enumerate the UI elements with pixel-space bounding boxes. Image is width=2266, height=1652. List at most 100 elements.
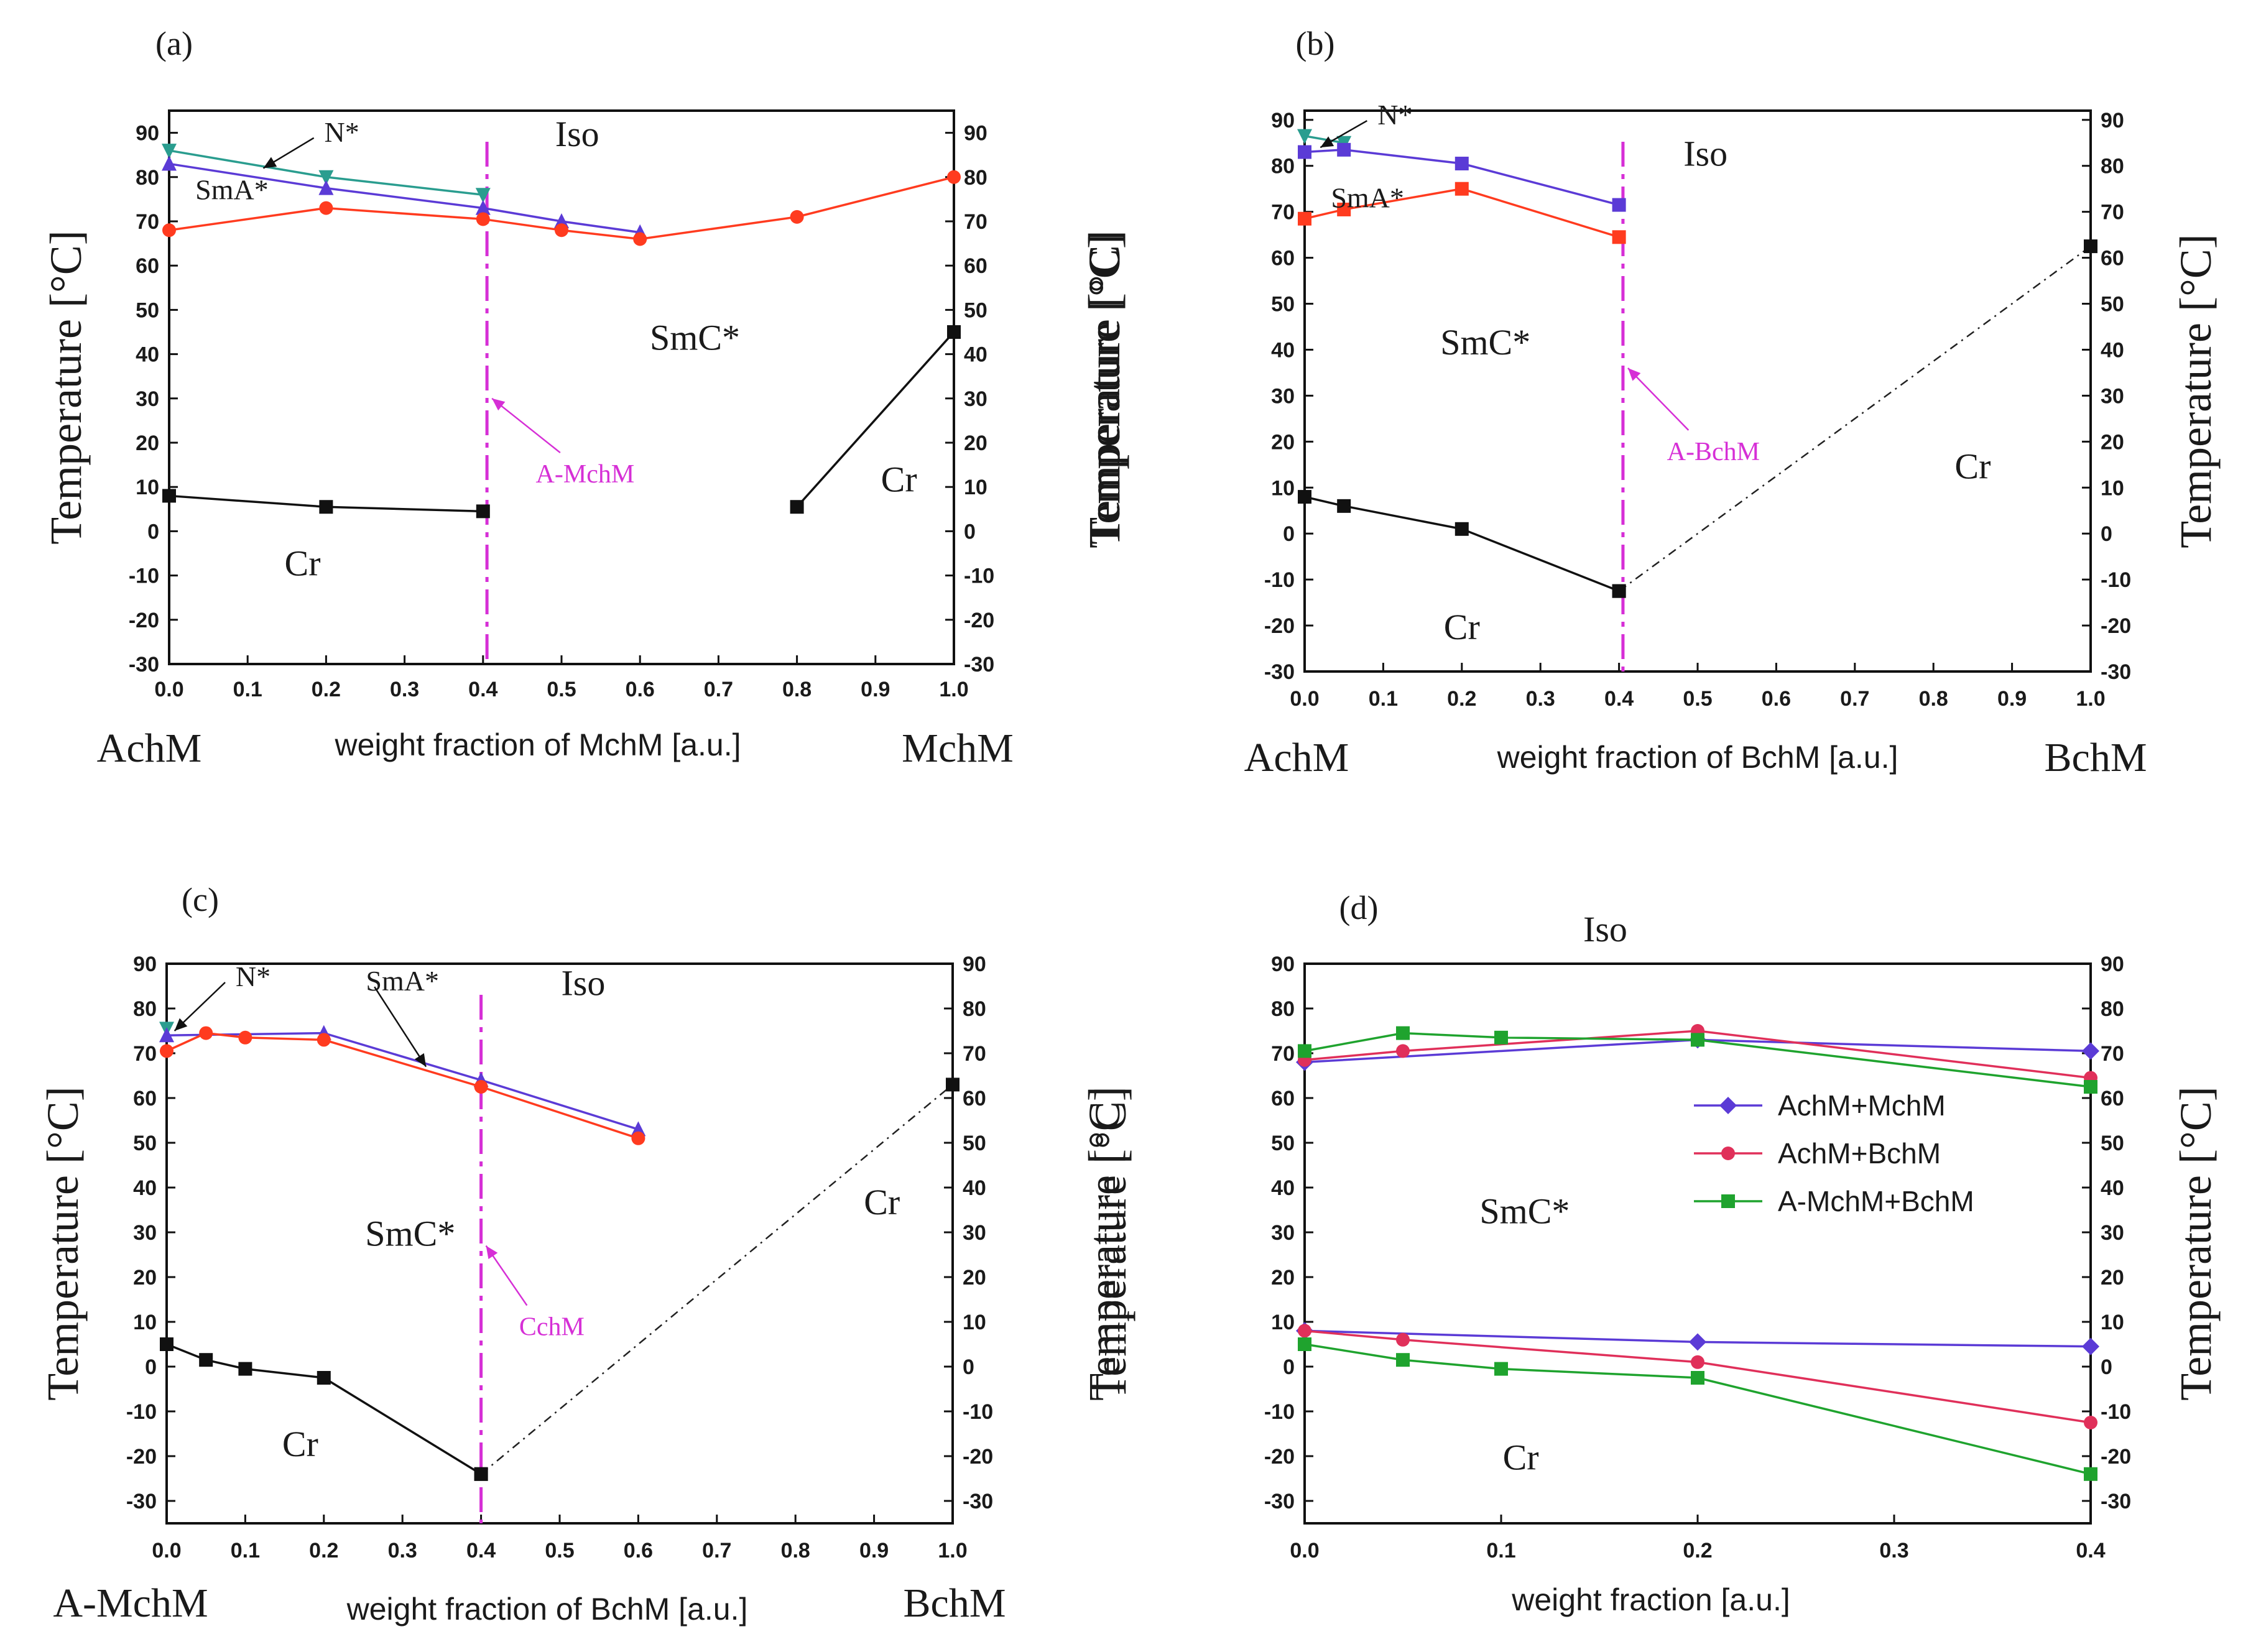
phase-label: SmA* bbox=[366, 965, 439, 997]
y-tick-label-left: 70 bbox=[136, 210, 159, 234]
data-point bbox=[946, 1077, 960, 1092]
y-tick-label-left: 20 bbox=[136, 431, 159, 455]
y-tick-label-right: 10 bbox=[2101, 1311, 2124, 1334]
y-tick-label-right: 0 bbox=[2101, 1355, 2112, 1379]
x-tick-label: 0.1 bbox=[231, 1539, 260, 1562]
data-point bbox=[1298, 211, 1311, 226]
phase-label: SmA* bbox=[195, 173, 269, 205]
phase-label: Iso bbox=[561, 962, 605, 1003]
data-point bbox=[199, 1026, 213, 1040]
phase-label-arrow-head bbox=[263, 157, 277, 168]
y-tick-label-left: 50 bbox=[133, 1132, 157, 1155]
y-tick-label-right: 70 bbox=[2101, 201, 2124, 224]
y-tick-label-left: 60 bbox=[1271, 1087, 1295, 1110]
y-tick-label-right: 50 bbox=[2101, 293, 2124, 316]
y-tick-label-right: -10 bbox=[2101, 1400, 2131, 1424]
data-point bbox=[1298, 490, 1311, 504]
series-smc-sma- bbox=[162, 170, 961, 246]
y-tick-label-right: 40 bbox=[2101, 338, 2124, 362]
y-tick-label-left: 40 bbox=[1271, 338, 1295, 362]
y-tick-label-right: -10 bbox=[2101, 568, 2131, 592]
y-tick-label-right: 60 bbox=[2101, 247, 2124, 270]
phase-label: SmC* bbox=[650, 317, 740, 358]
y-tick-label-left: -20 bbox=[1264, 614, 1295, 638]
y-tick-label-left: 0 bbox=[147, 520, 159, 543]
panel-label: (c) bbox=[182, 881, 219, 918]
data-point bbox=[238, 1362, 252, 1376]
data-point bbox=[1454, 182, 1469, 196]
y-tick-label-right: -30 bbox=[964, 653, 994, 676]
x-tick-label: 0.4 bbox=[468, 678, 497, 701]
data-point bbox=[199, 1353, 213, 1367]
y-tick-label-right: -20 bbox=[2101, 614, 2131, 638]
data-point bbox=[317, 1371, 331, 1385]
data-point bbox=[555, 223, 568, 238]
data-point bbox=[1691, 1033, 1704, 1047]
series-line bbox=[1304, 187, 1620, 238]
y-tick-label-right: 40 bbox=[2101, 1176, 2124, 1200]
composition-marker-arrow-head bbox=[492, 398, 506, 411]
series-cr-extrapolated- bbox=[1612, 239, 2097, 598]
y-tick-label-right: 90 bbox=[2101, 109, 2124, 132]
y-tick-label-right: 80 bbox=[2101, 155, 2124, 178]
data-point bbox=[476, 504, 490, 519]
y-tick-label-left: -30 bbox=[1264, 1490, 1295, 1513]
series-line bbox=[1304, 496, 1620, 593]
x-tick-label: 0.5 bbox=[545, 1539, 574, 1562]
phase-label-arrow-shaft bbox=[374, 986, 427, 1068]
data-point bbox=[1396, 1332, 1410, 1347]
series-cr-smc-left- bbox=[162, 489, 490, 519]
y-tick-label-right: 50 bbox=[2101, 1132, 2124, 1155]
legend-entry: AchM+BchM bbox=[1778, 1137, 1941, 1170]
phase-label: Cr bbox=[1503, 1437, 1539, 1478]
data-point bbox=[318, 170, 334, 185]
data-point bbox=[1396, 1353, 1410, 1367]
phase-label: Cr bbox=[864, 1182, 900, 1222]
y-tick-label-right: 20 bbox=[963, 1266, 986, 1290]
data-point bbox=[319, 500, 333, 514]
composition-marker-arrow-head bbox=[486, 1245, 498, 1260]
legend-marker bbox=[1719, 1097, 1737, 1114]
y-tick-label-right: 30 bbox=[2101, 1221, 2124, 1245]
y-tick-label-right: 10 bbox=[2101, 476, 2124, 500]
x-tick-label: 1.0 bbox=[2076, 687, 2105, 711]
data-point bbox=[1612, 198, 1626, 212]
legend-entry: AchM+MchM bbox=[1778, 1089, 1946, 1122]
panel-label: (a) bbox=[155, 25, 193, 62]
x-tick-label: 0.9 bbox=[859, 1539, 889, 1562]
y-tick-label-right: 70 bbox=[2101, 1042, 2124, 1066]
x-tick-label: 0.3 bbox=[388, 1539, 417, 1562]
data-point bbox=[162, 144, 177, 159]
phase-label: Cr bbox=[285, 543, 321, 584]
phase-label: Cr bbox=[881, 459, 917, 499]
series-line bbox=[1304, 149, 1620, 206]
panel-d: (d) 90 90 80 80 70 70 60 60 50 50 40 40 30 30 20 20 10 10 0… bbox=[1080, 889, 2221, 1617]
y-tick-label-right: 0 bbox=[964, 520, 976, 543]
data-point bbox=[1297, 129, 1312, 144]
data-point bbox=[554, 213, 569, 228]
y-tick-label-left: 10 bbox=[1271, 1311, 1295, 1334]
x-tick-label: 0.5 bbox=[1683, 687, 1712, 711]
y-axis-label-right: Temperature [°C] bbox=[1086, 1086, 1135, 1401]
y-tick-label-right: 40 bbox=[964, 343, 987, 367]
y-axis-label-right: Temperature [°C] bbox=[2171, 234, 2221, 548]
series-line bbox=[166, 1031, 639, 1140]
series-cr-smc- bbox=[160, 1337, 488, 1481]
data-point bbox=[474, 1467, 488, 1481]
data-point bbox=[1691, 1371, 1704, 1385]
phase-label: N* bbox=[1377, 99, 1412, 131]
y-tick-label-left: 90 bbox=[136, 122, 159, 145]
series-achm-bchm-cr bbox=[1298, 1324, 2097, 1429]
series-smc-sma- bbox=[160, 1026, 645, 1145]
composition-marker-label: A-MchM bbox=[536, 460, 635, 489]
y-tick-label-left: 50 bbox=[1271, 293, 1295, 316]
y-tick-label-right: -20 bbox=[963, 1445, 993, 1469]
y-tick-label-left: 0 bbox=[1283, 1355, 1295, 1379]
x-tick-label: 0.8 bbox=[782, 678, 812, 701]
data-point bbox=[319, 201, 333, 215]
phase-label: SmA* bbox=[1331, 182, 1404, 213]
x-tick-label: 0.3 bbox=[1526, 687, 1555, 711]
y-tick-label-left: 40 bbox=[1271, 1176, 1295, 1200]
data-point bbox=[1298, 145, 1311, 159]
composition-marker-label: CchM bbox=[519, 1313, 585, 1342]
